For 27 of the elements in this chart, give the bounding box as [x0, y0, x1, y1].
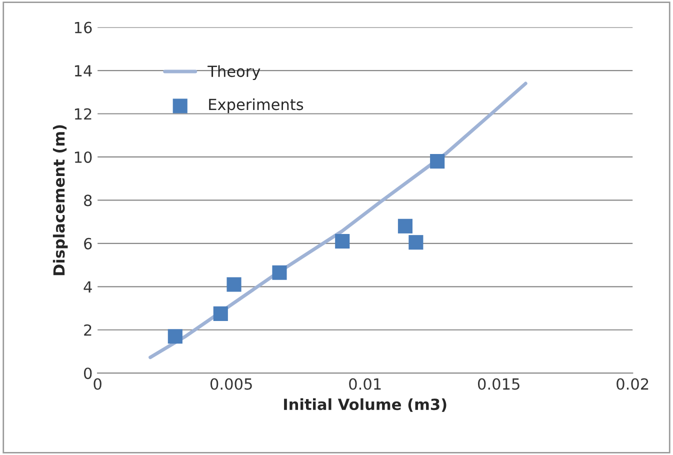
x-tick-label: 0.01: [349, 378, 381, 390]
x-tick-label: 0.005: [210, 378, 252, 390]
line-series: [148, 82, 528, 360]
x-tick-label: 0.02: [616, 378, 648, 390]
y-axis-title: Displacement (m): [52, 125, 68, 276]
legend-label: Theory: [208, 65, 260, 80]
y-tick-label: 16: [74, 22, 92, 34]
point: [398, 218, 413, 234]
point: [430, 154, 445, 169]
legend-label: Experiments: [209, 98, 304, 114]
y-tick-label: 8: [84, 194, 92, 206]
point: [408, 235, 424, 250]
point: [226, 277, 242, 292]
x-axis-title: Initial Volume (m3): [284, 398, 446, 412]
y-tick-label: 10: [74, 151, 92, 163]
y-tick-label: 2: [84, 324, 92, 336]
y-tick-label: 14: [74, 65, 92, 76]
y-tick-label: 4: [84, 281, 92, 292]
point: [168, 329, 182, 344]
x-tick-label: 0: [94, 378, 102, 390]
x-tick-label: 0.015: [478, 378, 520, 390]
y-tick-label: 6: [84, 238, 92, 250]
y-tick-label: 12: [74, 108, 92, 120]
point: [272, 265, 287, 280]
y-tick-label: 0: [84, 368, 92, 380]
point: [335, 234, 350, 249]
point: [213, 306, 228, 321]
